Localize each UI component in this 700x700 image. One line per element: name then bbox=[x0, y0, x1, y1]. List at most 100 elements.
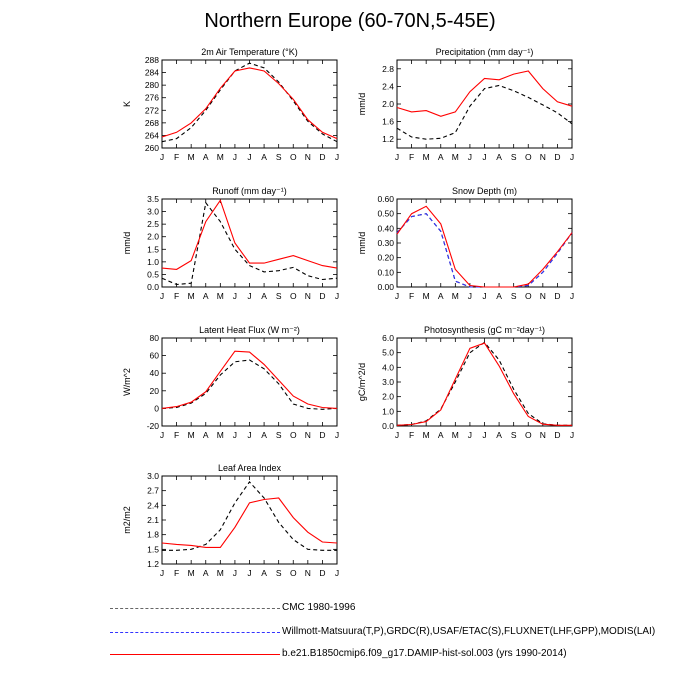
x-tick-label: J bbox=[570, 430, 574, 440]
series-line bbox=[396, 213, 573, 288]
x-tick-label: J bbox=[482, 291, 486, 301]
y-tick-label: 284 bbox=[145, 68, 159, 78]
y-tick-label: 1.0 bbox=[147, 257, 159, 267]
series-line bbox=[162, 481, 337, 551]
panel-frame bbox=[161, 475, 338, 565]
y-tick-label: 1.0 bbox=[382, 406, 394, 416]
y-tick-label: 0.5 bbox=[147, 269, 159, 279]
series-line bbox=[396, 84, 573, 140]
x-tick-label: J bbox=[335, 291, 339, 301]
x-tick-label: M bbox=[452, 291, 459, 301]
x-tick-label: F bbox=[409, 152, 414, 162]
panel-title: Photosynthesis (gC m⁻²day⁻¹) bbox=[424, 325, 545, 335]
y-axis-label: m2/m2 bbox=[122, 506, 132, 534]
x-tick-label: M bbox=[452, 152, 459, 162]
legend-label: b.e21.B1850cmip6.f09_g17.DAMIP-hist-sol.… bbox=[282, 648, 567, 659]
x-tick-label: J bbox=[160, 430, 164, 440]
y-axis-label: gC/m^2/d bbox=[357, 363, 367, 401]
x-tick-label: J bbox=[247, 291, 251, 301]
x-tick-label: S bbox=[276, 430, 282, 440]
series-line bbox=[161, 359, 338, 410]
x-tick-label: O bbox=[290, 152, 297, 162]
x-tick-label: D bbox=[319, 430, 325, 440]
x-tick-label: A bbox=[261, 568, 267, 578]
panel-frame bbox=[161, 198, 338, 288]
x-tick-label: D bbox=[554, 430, 560, 440]
y-tick-label: 1.2 bbox=[147, 559, 159, 569]
y-tick-label: 288 bbox=[145, 55, 159, 65]
y-tick-label: 1.6 bbox=[382, 117, 394, 127]
y-tick-label: 3.5 bbox=[147, 194, 159, 204]
x-tick-label: J bbox=[160, 152, 164, 162]
y-tick-label: 5.0 bbox=[382, 348, 394, 358]
y-tick-label: 2.4 bbox=[147, 500, 159, 510]
y-tick-label: 2.0 bbox=[147, 232, 159, 242]
y-tick-label: 0.10 bbox=[377, 267, 394, 277]
x-tick-label: J bbox=[247, 152, 251, 162]
x-tick-label: J bbox=[233, 568, 237, 578]
x-tick-label: M bbox=[452, 430, 459, 440]
y-tick-label: 0.00 bbox=[377, 282, 394, 292]
x-tick-label: A bbox=[261, 291, 267, 301]
y-axis-label: K bbox=[122, 101, 132, 107]
x-tick-label: J bbox=[233, 152, 237, 162]
y-tick-label: -20 bbox=[147, 421, 160, 431]
x-tick-label: N bbox=[540, 430, 546, 440]
y-tick-label: 0 bbox=[154, 403, 159, 413]
x-tick-label: D bbox=[319, 291, 325, 301]
y-tick-label: 2.0 bbox=[382, 392, 394, 402]
series-line bbox=[396, 213, 573, 288]
x-tick-label: O bbox=[290, 430, 297, 440]
x-tick-label: N bbox=[540, 291, 546, 301]
x-tick-label: O bbox=[290, 568, 297, 578]
x-tick-label: A bbox=[261, 152, 267, 162]
series-line bbox=[161, 497, 338, 548]
x-tick-label: A bbox=[438, 152, 444, 162]
y-tick-label: 2.5 bbox=[147, 219, 159, 229]
x-tick-label: S bbox=[276, 291, 282, 301]
x-tick-label: J bbox=[482, 152, 486, 162]
x-tick-label: S bbox=[276, 568, 282, 578]
x-tick-label: A bbox=[203, 291, 209, 301]
y-tick-label: 1.5 bbox=[147, 244, 159, 254]
x-tick-label: A bbox=[203, 568, 209, 578]
y-tick-label: 0.60 bbox=[377, 194, 394, 204]
y-tick-label: 20 bbox=[150, 386, 160, 396]
y-tick-label: 264 bbox=[145, 130, 159, 140]
x-tick-label: M bbox=[188, 430, 195, 440]
x-tick-label: O bbox=[525, 152, 532, 162]
x-tick-label: O bbox=[525, 430, 532, 440]
y-tick-label: 6.0 bbox=[382, 333, 394, 343]
series-line bbox=[161, 201, 338, 286]
y-tick-label: 2.7 bbox=[147, 486, 159, 496]
x-tick-label: J bbox=[335, 152, 339, 162]
panel-frame bbox=[161, 59, 338, 149]
series-line bbox=[161, 350, 338, 409]
y-tick-label: 0.50 bbox=[377, 209, 394, 219]
x-tick-label: F bbox=[174, 430, 179, 440]
x-tick-label: F bbox=[174, 291, 179, 301]
x-tick-label: D bbox=[319, 152, 325, 162]
x-tick-label: M bbox=[217, 568, 224, 578]
x-tick-label: O bbox=[290, 291, 297, 301]
x-tick-label: J bbox=[233, 430, 237, 440]
y-tick-label: 40 bbox=[150, 368, 160, 378]
x-tick-label: S bbox=[511, 430, 517, 440]
y-tick-label: 3.0 bbox=[147, 471, 159, 481]
x-tick-label: J bbox=[395, 430, 399, 440]
x-tick-label: D bbox=[554, 152, 560, 162]
panel-frame bbox=[396, 198, 573, 288]
panel-frame bbox=[396, 59, 573, 149]
x-tick-label: J bbox=[160, 291, 164, 301]
y-tick-label: 1.2 bbox=[382, 134, 394, 144]
y-axis-label: mm/d bbox=[357, 93, 367, 116]
x-tick-label: A bbox=[438, 291, 444, 301]
panel-title: Runoff (mm day⁻¹) bbox=[212, 186, 287, 196]
x-tick-label: M bbox=[217, 291, 224, 301]
x-tick-label: J bbox=[468, 430, 472, 440]
panel-title: Leaf Area Index bbox=[218, 463, 282, 473]
panel-frame bbox=[396, 337, 573, 427]
panel-frame bbox=[161, 337, 338, 427]
panel-title: Snow Depth (m) bbox=[452, 186, 517, 196]
